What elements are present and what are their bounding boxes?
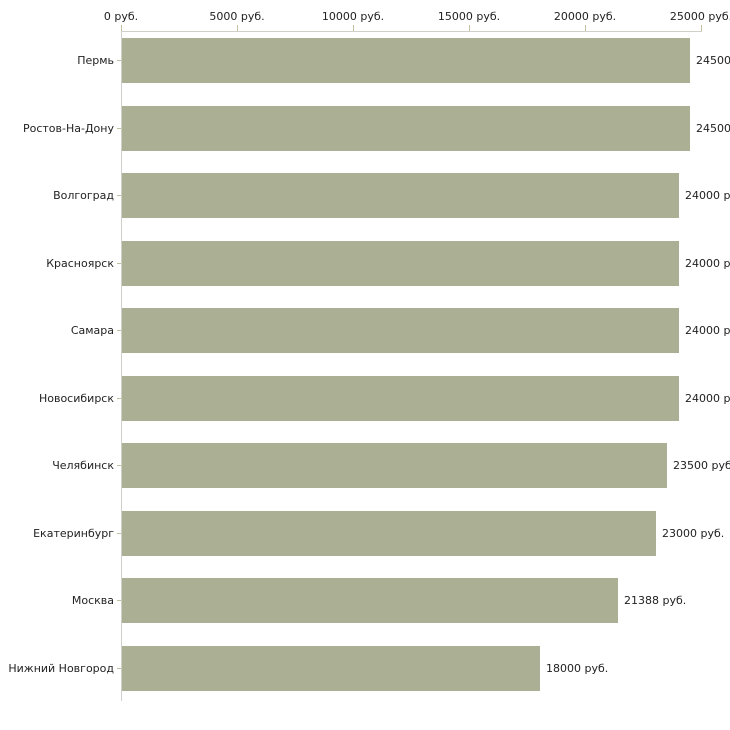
x-tick-mark xyxy=(701,25,702,31)
x-tick-mark xyxy=(469,25,470,31)
bar xyxy=(122,172,679,218)
category-label: Ростов-На-Дону xyxy=(22,121,114,135)
x-tick-label: 15000 руб. xyxy=(437,10,501,23)
bar-value-label: 24500 руб. xyxy=(696,53,730,67)
x-tick-label: 10000 руб. xyxy=(321,10,385,23)
category-label: Волгоград xyxy=(53,188,114,202)
y-tick-mark xyxy=(117,397,121,399)
bar xyxy=(122,375,679,421)
x-tick-label: 0 руб. xyxy=(103,10,139,23)
category-label: Пермь xyxy=(77,53,114,67)
bar-value-label: 24000 руб. xyxy=(685,391,730,405)
bar xyxy=(122,510,656,556)
y-tick-mark xyxy=(117,532,121,534)
x-tick-mark xyxy=(121,25,122,31)
bar-value-label: 21388 руб. xyxy=(624,593,687,607)
category-label: Екатеринбург xyxy=(33,526,114,540)
x-tick-mark xyxy=(237,25,238,31)
category-label: Москва xyxy=(71,593,114,607)
y-tick-mark xyxy=(117,667,121,669)
bar xyxy=(122,307,679,353)
category-label: Самара xyxy=(70,323,114,337)
bar-value-label: 24500 руб. xyxy=(696,121,730,135)
category-label: Челябинск xyxy=(52,458,114,472)
bar xyxy=(122,442,667,488)
bar xyxy=(122,645,540,691)
category-label: Красноярск xyxy=(46,256,114,270)
y-tick-mark xyxy=(117,599,121,601)
bar xyxy=(122,37,690,83)
bar-value-label: 24000 руб. xyxy=(685,256,730,270)
y-tick-mark xyxy=(117,194,121,196)
bar-value-label: 18000 руб. xyxy=(546,661,609,675)
bar-value-label: 24000 руб. xyxy=(685,188,730,202)
x-tick-mark xyxy=(585,25,586,31)
bar-value-label: 23000 руб. xyxy=(662,526,725,540)
x-axis-line xyxy=(121,31,702,32)
category-label: Новосибирск xyxy=(38,391,114,405)
bar xyxy=(122,240,679,286)
bar-value-label: 23500 руб. xyxy=(673,458,730,472)
y-axis-line xyxy=(121,31,122,701)
x-tick-mark xyxy=(353,25,354,31)
y-tick-mark xyxy=(117,262,121,264)
x-tick-label: 5000 руб. xyxy=(209,10,265,23)
bar xyxy=(122,577,618,623)
bar xyxy=(122,105,690,151)
x-tick-label: 25000 руб. xyxy=(669,10,730,23)
category-label: Нижний Новгород xyxy=(8,661,114,675)
y-tick-mark xyxy=(117,59,121,61)
x-tick-label: 20000 руб. xyxy=(553,10,617,23)
y-tick-mark xyxy=(117,329,121,331)
y-tick-mark xyxy=(117,127,121,129)
bar-value-label: 24000 руб. xyxy=(685,323,730,337)
y-tick-mark xyxy=(117,464,121,466)
